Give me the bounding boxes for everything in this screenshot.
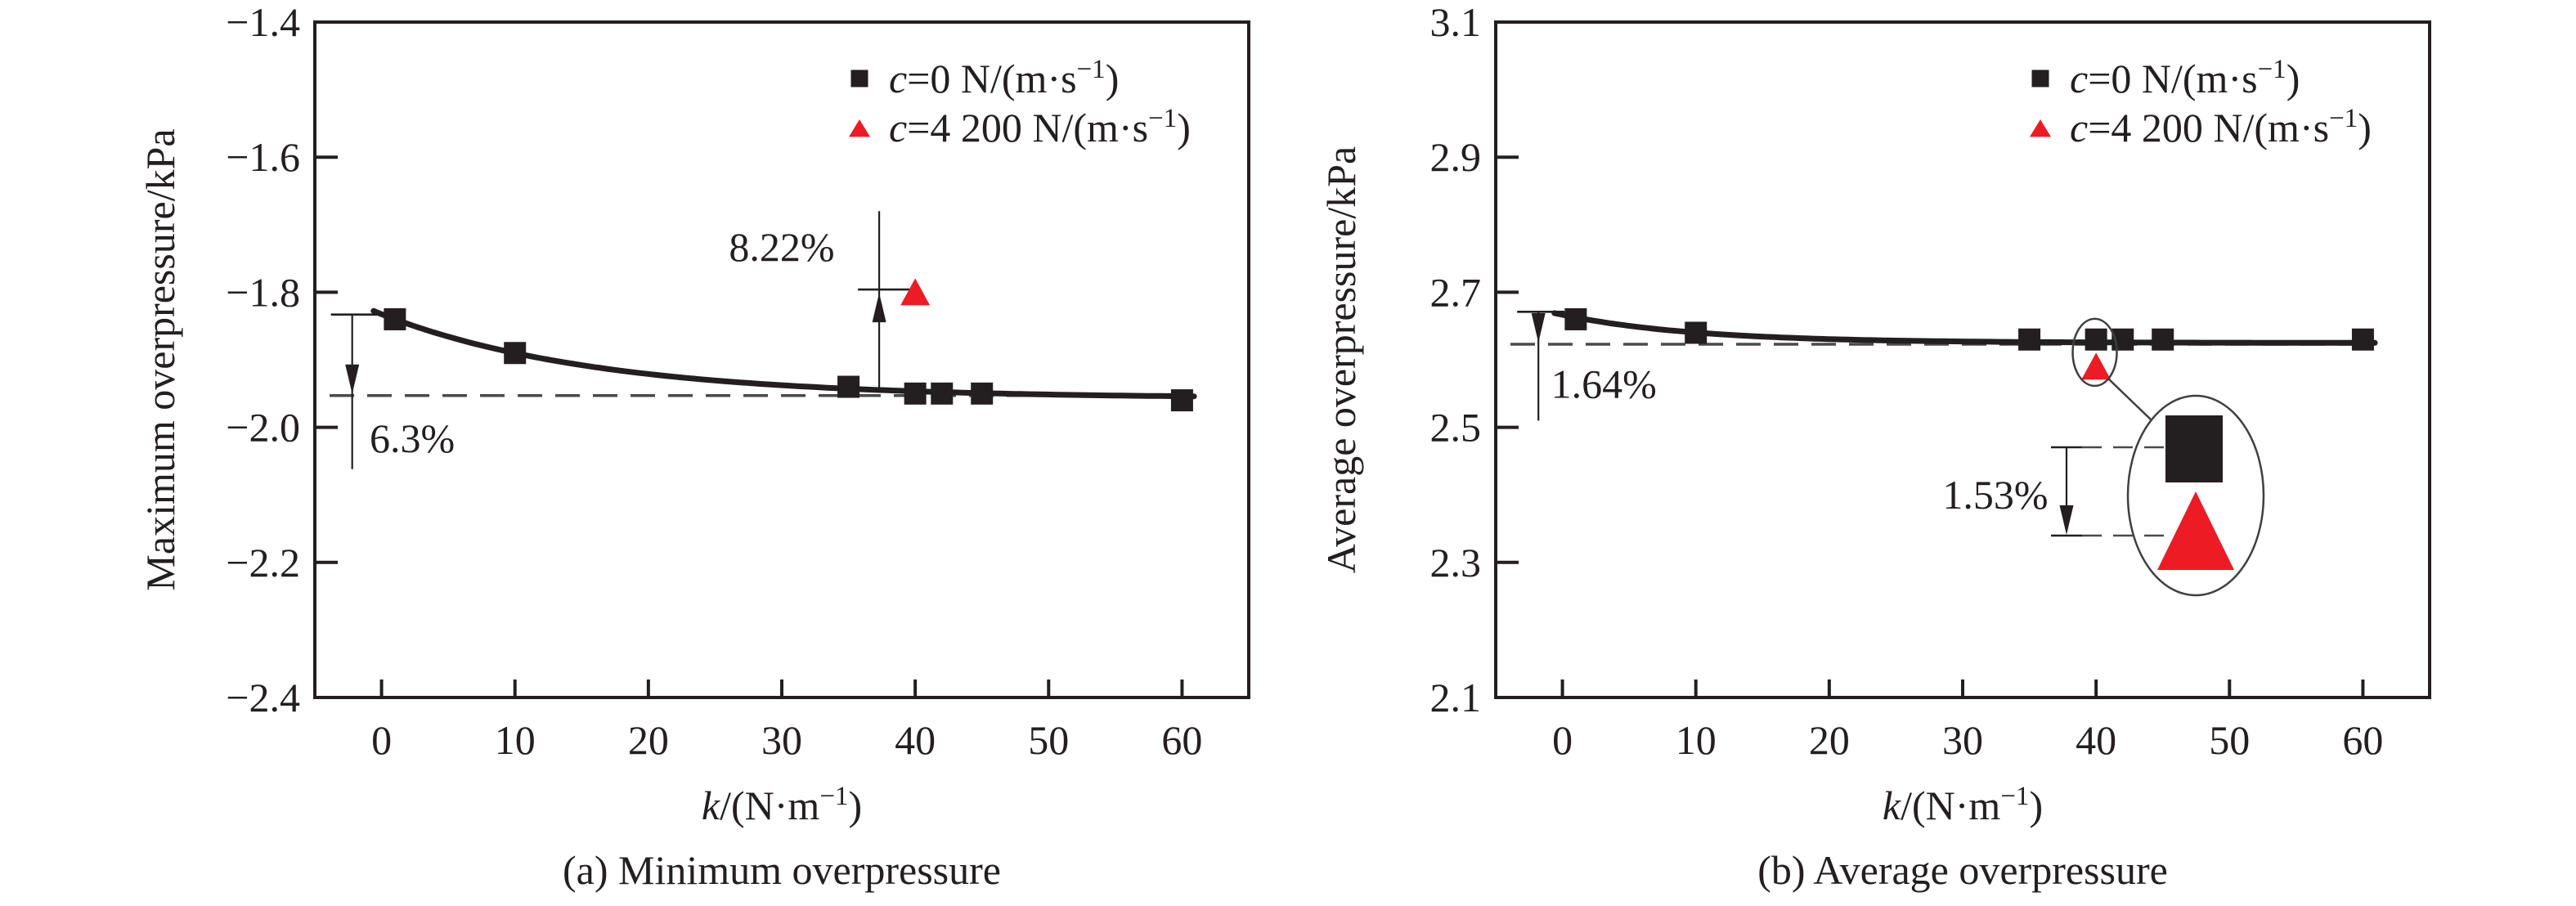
magnifier-source-circle [2071,317,2118,388]
panel-b: 3.1 2.9 2.7 2.5 2.3 2.1 0 10 20 30 40 50 60 1.64% c=0 … [1318,0,2431,893]
data-point-triangle [900,278,931,306]
magnifier-arrowhead-icon [2059,505,2074,535]
axis-title-y: Maximum overpressure/kPa [137,128,183,590]
data-point-square [384,307,406,330]
y-tick-label: 2.7 [1430,269,1482,315]
x-tick-label: 10 [495,717,536,763]
legend-label: c=4 200 N/(m·s−1) [2070,104,2372,150]
x-tick-label: 60 [2342,717,2383,763]
annotation-percent-label: 8.22% [729,224,834,270]
y-tick-label: 2.1 [1430,675,1482,720]
x-tick-label: 60 [1161,717,1202,763]
data-point-square [971,382,994,405]
axis-title-x: k/(N·m−1) [1883,782,2043,828]
axis-title-x: k/(N·m−1) [702,782,862,828]
annotation-percent-label: 1.53% [1942,472,2048,518]
trend-curve [370,307,1197,400]
annotation-percent-label: 1.64% [1551,361,1657,407]
panel-a: −1.4 −1.6 −1.8 −2.0 −2.2 −2.4 0 10 20 30 40 50 60 6.3… [137,0,1250,893]
data-point-square [2085,328,2107,351]
legend: c=0 N/(m·s−1)c=4 200 N/(m·s−1) [2030,55,2372,150]
legend-marker-triangle [2030,119,2051,137]
annotation-arrowhead-icon [872,293,886,323]
x-tick-label: 40 [2076,717,2116,763]
magnifier-inset: 1.53% [1942,317,2265,597]
annotations: 1.64% [1517,311,1657,421]
caption-a: (a) Minimum overpressure [563,847,1001,893]
data-point-square [904,382,927,405]
annotation-percent-label: 6.3% [370,415,455,461]
x-tick-label: 10 [1676,717,1717,763]
y-tick-label: −2.0 [226,405,300,451]
data-point-square [504,342,527,365]
x-tick-label: 20 [1809,717,1850,763]
axis-title-y: Average overpressure/kPa [1318,146,1364,573]
y-tick-label: −1.8 [226,269,300,315]
x-tick-label: 30 [761,717,802,763]
annotation-arrowhead-icon [345,364,360,394]
data-point-triangle [2081,352,2112,380]
legend: c=0 N/(m·s−1)c=4 200 N/(m·s−1) [849,55,1191,150]
magnifier-connector [2107,378,2152,421]
y-tick-label: 3.1 [1430,0,1482,45]
x-tick-label: 50 [1028,717,1069,763]
trend-curve [1551,310,2378,346]
data-point-square [2018,328,2041,351]
x-tick-label: 0 [371,717,392,763]
x-tick-label: 0 [1552,717,1573,763]
legend-label: c=0 N/(m·s−1) [889,55,1119,101]
magnified-triangle [2157,491,2234,570]
x-tick-label: 50 [2209,717,2250,763]
y-tick-label: 2.5 [1430,405,1482,451]
y-tick-label: −1.4 [226,0,300,45]
data-point-square [1170,389,1193,412]
annotation-arrowhead-icon [1531,313,1546,343]
data-point-square [837,375,860,398]
x-tick-label: 20 [628,717,669,763]
y-tick-label: −1.6 [226,134,300,180]
magnified-square [2165,415,2223,482]
data-point-square [2152,328,2174,351]
data-point-square [1685,321,1708,344]
y-tick-label: −2.2 [226,540,300,585]
y-tick-label: 2.9 [1430,134,1482,180]
legend-marker-square [2031,70,2049,87]
x-tick-label: 40 [895,717,936,763]
data-point-square [931,382,954,405]
data-point-square [1564,307,1587,330]
legend-label: c=4 200 N/(m·s−1) [889,104,1191,150]
legend-marker-triangle [849,119,870,137]
legend-label: c=0 N/(m·s−1) [2070,55,2300,101]
x-tick-label: 30 [1942,717,1983,763]
annotations: 6.3% 8.22% [330,211,910,469]
y-tick-label: −2.4 [226,675,300,720]
caption-b: (b) Average overpressure [1757,847,2168,893]
y-tick-label: 2.3 [1430,540,1482,585]
legend-marker-square [850,70,868,87]
data-point-square [2351,328,2374,351]
